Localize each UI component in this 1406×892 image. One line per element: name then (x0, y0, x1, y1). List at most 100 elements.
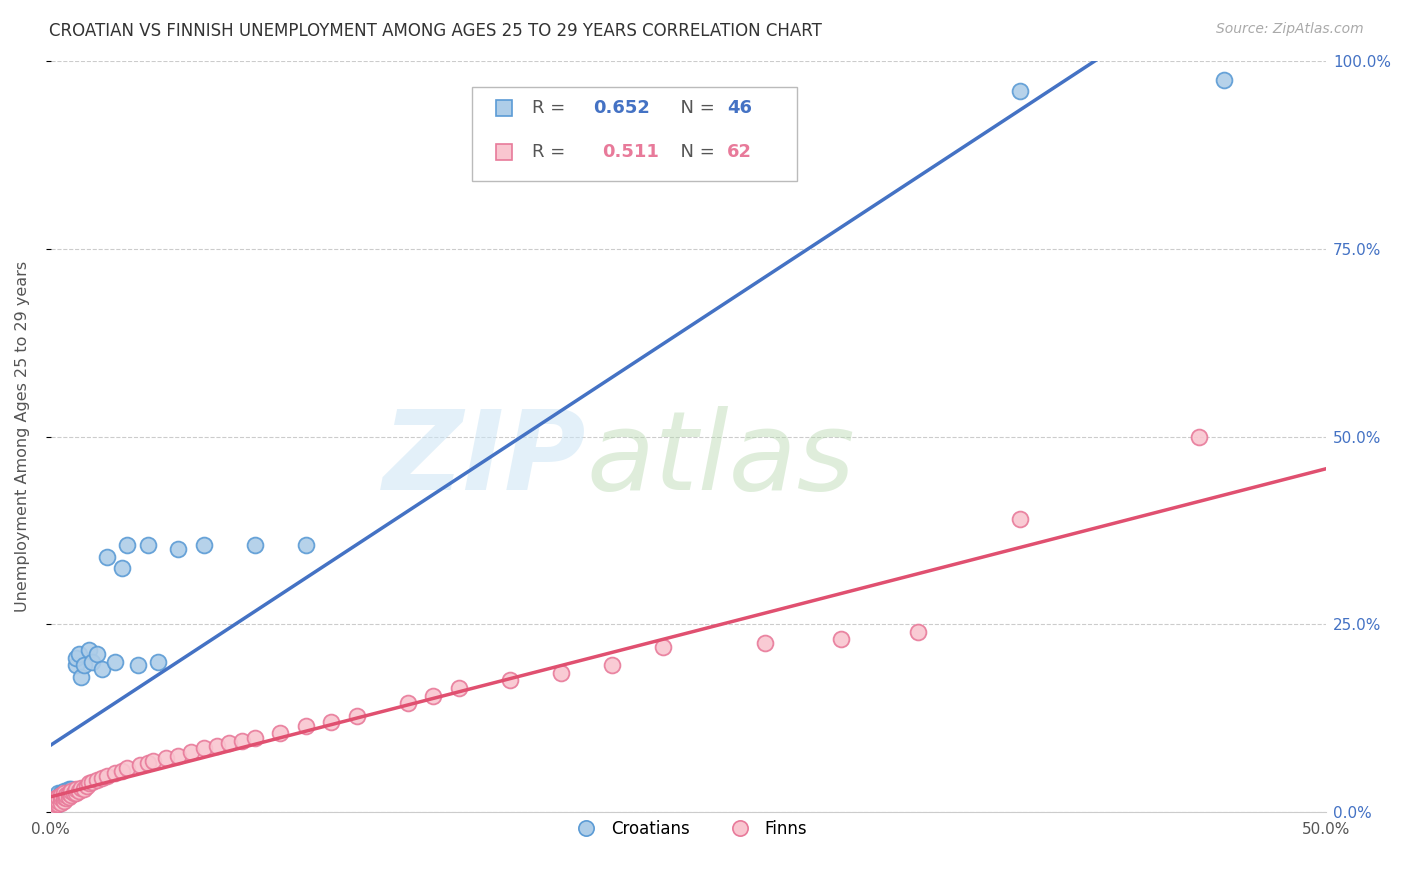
Point (321, 714, 343, 729)
Point (1187, 429, 1209, 443)
Point (60, 789, 83, 803)
Point (76, 779, 98, 793)
Point (117, 761, 139, 775)
Point (65, 782, 87, 797)
Point (67, 784, 90, 798)
Point (117, 538, 139, 552)
Point (49, 796, 72, 810)
Point (205, 739, 228, 753)
Point (52, 789, 75, 804)
Point (48, 797, 70, 812)
Point (193, 741, 215, 756)
Point (86, 773, 108, 788)
Point (231, 733, 253, 747)
Point (77, 776, 100, 790)
Point (127, 658, 149, 673)
Point (167, 748, 190, 763)
Point (67, 647, 90, 661)
Point (90, 662, 112, 676)
Point (45, 794, 67, 808)
Point (129, 758, 152, 772)
Point (96, 769, 118, 783)
Point (1213, 73, 1236, 87)
Point (90, 771, 112, 785)
Point (48, 794, 70, 808)
Point (180, 745, 202, 759)
Point (96, 549, 118, 564)
Point (62, 786, 84, 800)
Point (218, 736, 240, 750)
Point (70, 780, 93, 795)
Text: N =: N = (669, 99, 721, 118)
Text: 0.511: 0.511 (602, 143, 658, 161)
Text: R =: R = (531, 143, 576, 161)
Point (167, 542, 190, 557)
Point (295, 718, 318, 732)
Point (104, 655, 127, 669)
Point (77, 643, 100, 657)
Point (42, 796, 65, 810)
Point (396, 696, 419, 710)
Point (80, 655, 103, 669)
Point (73, 782, 96, 797)
Point (45, 791, 67, 805)
Point (60, 782, 83, 797)
Point (104, 765, 127, 780)
Point (70, 670, 93, 684)
Point (60, 784, 83, 798)
Point (243, 731, 266, 746)
Point (42, 798, 65, 813)
Point (49, 786, 72, 800)
Point (652, 640, 675, 654)
Point (499, 673, 522, 688)
Point (48, 786, 70, 800)
Text: ZIP: ZIP (382, 406, 586, 513)
Point (45, 789, 67, 804)
Point (48, 789, 70, 804)
Text: 46: 46 (727, 99, 752, 118)
Point (42, 797, 65, 812)
Text: Source: ZipAtlas.com: Source: ZipAtlas.com (1216, 22, 1364, 37)
Point (907, 624, 929, 639)
Point (346, 708, 368, 723)
Point (111, 764, 134, 778)
Point (48, 789, 70, 803)
Point (45, 794, 67, 808)
Point (58, 789, 80, 803)
Point (65, 786, 87, 800)
Point (52, 786, 75, 800)
Point (52, 784, 75, 798)
Point (193, 538, 215, 552)
Point (146, 655, 169, 669)
Point (49, 794, 72, 808)
Text: CROATIAN VS FINNISH UNEMPLOYMENT AMONG AGES 25 TO 29 YEARS CORRELATION CHART: CROATIAN VS FINNISH UNEMPLOYMENT AMONG A… (49, 22, 823, 40)
Point (52, 794, 75, 808)
Point (52, 791, 75, 805)
Point (269, 726, 291, 740)
Point (136, 538, 159, 552)
Text: atlas: atlas (586, 406, 855, 513)
Point (45, 797, 67, 812)
Legend: Croatians, Finns: Croatians, Finns (562, 814, 814, 845)
Text: 0.652: 0.652 (593, 99, 650, 118)
Point (49, 789, 72, 804)
Text: N =: N = (669, 143, 721, 161)
Point (830, 632, 852, 647)
Point (73, 658, 96, 673)
Point (1008, 512, 1031, 526)
Point (550, 665, 572, 680)
Point (48, 797, 70, 812)
Point (42, 796, 65, 810)
Point (243, 538, 266, 552)
Point (45, 791, 67, 805)
Point (447, 681, 470, 695)
Point (754, 636, 776, 650)
Point (155, 751, 177, 765)
Point (295, 538, 318, 552)
Point (49, 791, 72, 805)
Point (111, 561, 134, 575)
Point (65, 651, 87, 665)
Point (142, 754, 165, 768)
Point (55, 789, 77, 804)
Point (45, 797, 67, 812)
